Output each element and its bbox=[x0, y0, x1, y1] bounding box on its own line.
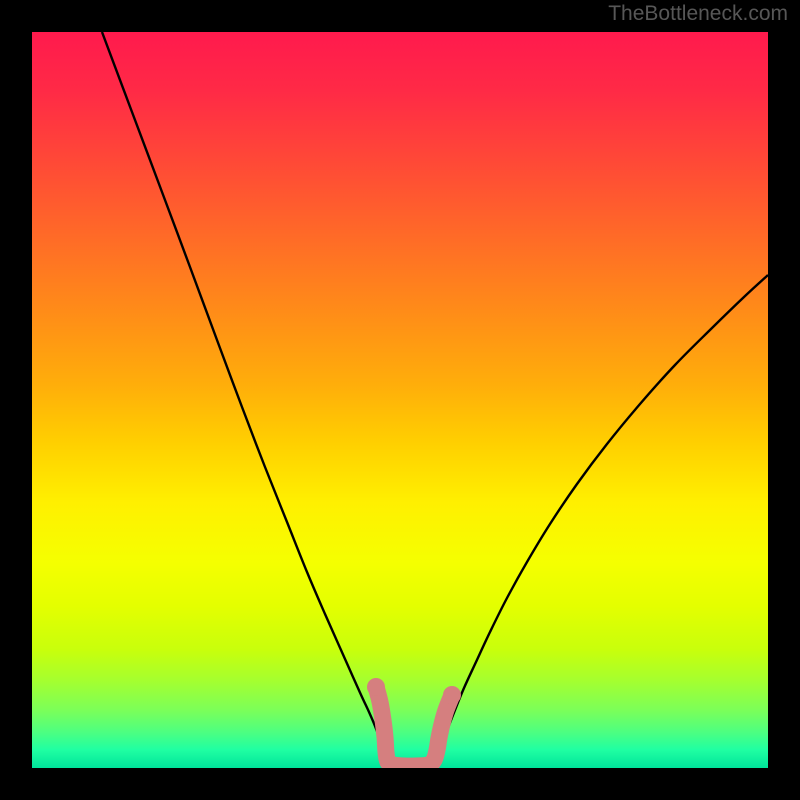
marker-dot bbox=[367, 678, 385, 696]
chart-frame: TheBottleneck.com bbox=[0, 0, 800, 800]
plot-area bbox=[32, 32, 768, 768]
marker-dot bbox=[443, 686, 461, 704]
marker-path bbox=[376, 687, 452, 766]
right-curve bbox=[437, 275, 768, 765]
left-curve bbox=[102, 32, 386, 765]
watermark-text: TheBottleneck.com bbox=[608, 2, 788, 26]
curves-layer bbox=[32, 32, 768, 768]
